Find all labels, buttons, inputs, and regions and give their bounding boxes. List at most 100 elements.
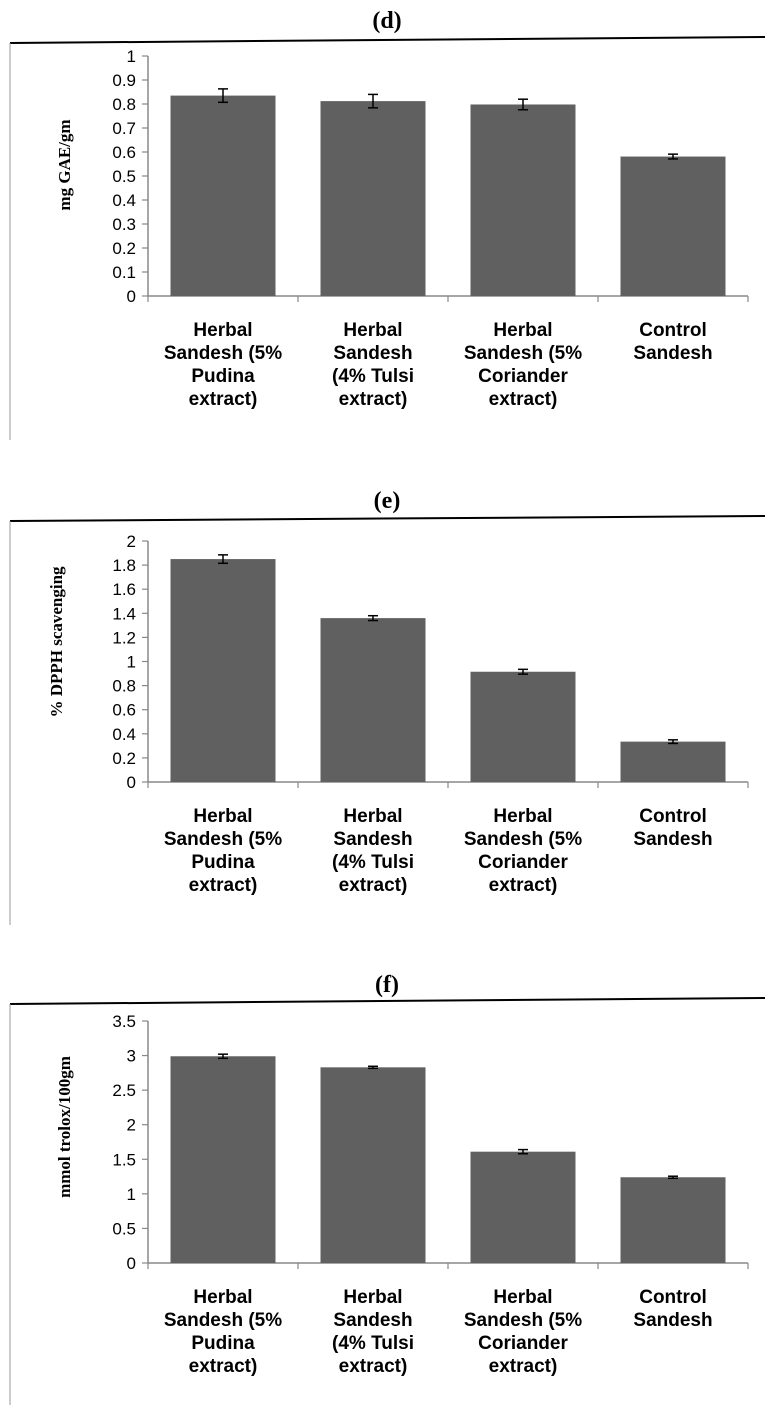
- x-tick-label-line: Coriander: [478, 852, 568, 873]
- x-tick-label-line: Sandesh: [333, 829, 412, 850]
- x-tick-label-line: extract): [339, 1356, 408, 1377]
- x-tick-label-line: (4% Tulsi: [332, 852, 414, 873]
- y-tick-label: 0: [127, 1254, 136, 1273]
- y-tick-labels: 0 0.1 0.2 0.3 0.4 0.5 0.6 0.7 0.8 0.9 1: [112, 47, 136, 306]
- y-axis-label: % DPPH scavenging: [47, 566, 66, 718]
- x-tick-label-line: Pudina: [191, 1333, 255, 1354]
- x-tick-label-line: extract): [189, 389, 258, 410]
- y-tick-label: 0.2: [112, 749, 136, 768]
- y-tick-label: 0.8: [112, 95, 136, 114]
- x-tick-label-line: extract): [489, 1356, 558, 1377]
- y-tick-label: 1: [127, 653, 136, 672]
- chart-panel-f: (f) mmol trolox/100gm 0 0.5 1 1.5 2 2.5 3 3.5 H…: [9, 972, 765, 1405]
- bar: [620, 156, 726, 296]
- y-tick-labels: 0 0.2 0.4 0.6 0.8 1 1.2 1.4 1.6 1.8 2: [112, 532, 136, 792]
- x-tick-label: Herbal Sandesh (5% Coriander extract): [464, 320, 582, 410]
- bar: [470, 104, 576, 296]
- panel-top-border: [9, 36, 765, 44]
- y-tick-label: 0: [127, 287, 136, 306]
- chart-panel-d: (d) mg GAE/gm 00.10.20.30.40.50.60.70.80…: [9, 8, 765, 440]
- x-tick-label-line: Control: [639, 1287, 707, 1308]
- x-tick-label: Control Sandesh: [633, 1287, 712, 1331]
- x-tick-label: Control Sandesh: [633, 806, 712, 850]
- y-tick-label: 0.7: [112, 119, 136, 138]
- x-tick-label-line: extract): [489, 875, 558, 896]
- x-tick-label: Control Sandesh: [633, 320, 712, 364]
- x-tick-label-line: Herbal: [493, 1287, 552, 1308]
- x-tick-label-line: Herbal: [343, 1287, 402, 1308]
- bar: [170, 95, 276, 296]
- bars: [170, 88, 726, 297]
- y-tick-label: 1.5: [112, 1150, 136, 1169]
- y-tick-label: 1.4: [112, 604, 136, 623]
- x-tick-label-line: Sandesh: [633, 1310, 712, 1331]
- x-tick-label-line: (4% Tulsi: [332, 366, 414, 387]
- y-tick-label: 0.2: [112, 239, 136, 258]
- x-tick-label-line: Pudina: [191, 852, 255, 873]
- y-tick-label: 3.5: [112, 1012, 136, 1031]
- x-tick-label-line: extract): [489, 389, 558, 410]
- y-tick-label: 0: [127, 773, 136, 792]
- bars: [170, 1053, 726, 1263]
- y-tick-label: 0.6: [112, 701, 136, 720]
- x-tick-label: Herbal Sandesh (4% Tulsi extract): [332, 806, 414, 896]
- y-tick-label: 0.9: [112, 71, 136, 90]
- x-tick-label-line: Sandesh (5%: [164, 1310, 282, 1331]
- bar: [470, 671, 576, 782]
- x-tick-label-line: Herbal: [343, 806, 402, 827]
- x-tick-label-line: Herbal: [343, 320, 402, 341]
- x-tick-label-line: Sandesh (5%: [464, 1310, 582, 1331]
- bar: [170, 1056, 276, 1263]
- bar: [320, 101, 426, 297]
- y-tick-label: 0.4: [112, 725, 136, 744]
- x-tick-label-line: Coriander: [478, 366, 568, 387]
- x-tick-label-line: Sandesh: [633, 829, 712, 850]
- y-axis-label: mg GAE/gm: [55, 119, 74, 210]
- y-tick-label: 0.4: [112, 191, 136, 210]
- x-tick-label: Herbal Sandesh (5% Coriander extract): [464, 806, 582, 896]
- x-tick-label-line: Pudina: [191, 366, 255, 387]
- x-tick-label-line: (4% Tulsi: [332, 1333, 414, 1354]
- bar: [620, 741, 726, 782]
- x-tick-label-line: Herbal: [493, 320, 552, 341]
- x-tick-label-line: Control: [639, 320, 707, 341]
- chart-title: (f): [375, 972, 399, 998]
- y-tick-label: 2: [127, 532, 136, 551]
- x-tick-label-line: Sandesh: [333, 343, 412, 364]
- x-tick-label: Herbal Sandesh (4% Tulsi extract): [332, 320, 414, 410]
- x-tick-label-line: Sandesh (5%: [164, 343, 282, 364]
- chart-panel-e: (e) % DPPH scavenging 0 0.2 0.4 0.6 0.8 1 1.2 1…: [9, 488, 765, 925]
- bar: [170, 559, 276, 782]
- x-tick-label-line: Sandesh (5%: [464, 829, 582, 850]
- bar: [620, 1177, 726, 1263]
- y-tick-label: 0.8: [112, 677, 136, 696]
- x-tick-label-line: Herbal: [193, 320, 252, 341]
- bar: [470, 1151, 576, 1263]
- x-tick-label: Herbal Sandesh (4% Tulsi extract): [332, 1287, 414, 1377]
- x-tick-label-line: Sandesh: [333, 1310, 412, 1331]
- x-tick-labels: Herbal Sandesh (5% Pudina extract)Herbal San…: [164, 320, 713, 410]
- y-tick-label: 2: [127, 1116, 136, 1135]
- x-tick-label-line: extract): [189, 1356, 258, 1377]
- x-tick-label-line: extract): [339, 389, 408, 410]
- x-tick-label-line: Herbal: [193, 806, 252, 827]
- bars: [170, 554, 726, 782]
- y-tick-label: 1.2: [112, 628, 136, 647]
- y-tick-label: 1: [127, 1185, 136, 1204]
- y-tick-label: 0.1: [112, 263, 136, 282]
- x-tick-label-line: Herbal: [493, 806, 552, 827]
- x-tick-label: Herbal Sandesh (5% Coriander extract): [464, 1287, 582, 1377]
- x-tick-label-line: Herbal: [193, 1287, 252, 1308]
- x-tick-label-line: extract): [189, 875, 258, 896]
- x-tick-label-line: Coriander: [478, 1333, 568, 1354]
- x-tick-labels: Herbal Sandesh (5% Pudina extract)Herbal San…: [164, 806, 713, 896]
- y-tick-labels: 0 0.5 1 1.5 2 2.5 3 3.5: [112, 1012, 136, 1273]
- y-tick-label: 1.6: [112, 580, 136, 599]
- y-tick-label: 0.5: [112, 1219, 136, 1238]
- x-tick-label-line: Control: [639, 806, 707, 827]
- bar: [320, 1067, 426, 1263]
- y-tick-label: 0.6: [112, 143, 136, 162]
- bar: [320, 618, 426, 782]
- panel-top-border: [9, 515, 765, 522]
